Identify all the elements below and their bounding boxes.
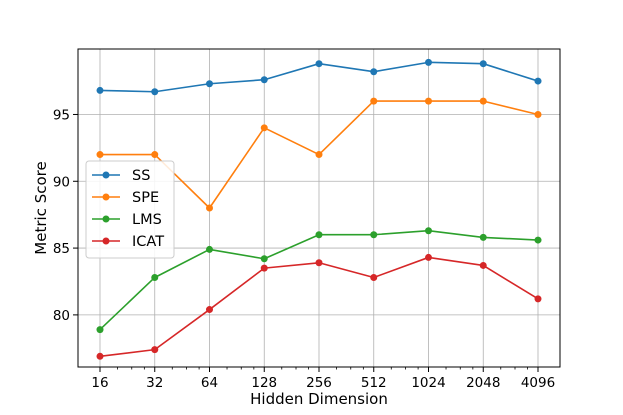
legend-item-spe: SPE xyxy=(92,190,159,206)
data-point-ss xyxy=(151,88,159,96)
data-point-spe xyxy=(479,97,487,105)
legend-label-spe: SPE xyxy=(132,190,159,206)
data-point-spe xyxy=(315,151,323,159)
data-point-icat xyxy=(479,261,487,269)
data-point-icat xyxy=(206,306,213,314)
y-tick-label: 85 xyxy=(53,241,70,257)
data-point-icat xyxy=(534,295,542,303)
data-point-lms xyxy=(315,231,323,239)
x-tick-label: 128 xyxy=(251,375,277,391)
data-point-spe xyxy=(370,97,378,105)
data-point-spe xyxy=(151,151,159,159)
data-point-ss xyxy=(479,60,487,68)
legend-box xyxy=(85,160,175,259)
data-point-ss xyxy=(96,86,104,94)
x-tick-label: 16 xyxy=(91,375,108,391)
data-point-lms xyxy=(206,245,213,253)
data-point-lms xyxy=(370,231,378,239)
x-tick-label: 64 xyxy=(201,375,218,391)
data-point-ss xyxy=(260,76,268,84)
series-layer xyxy=(96,58,542,360)
x-tick-label: 1024 xyxy=(411,375,445,391)
data-point-lms xyxy=(96,326,104,334)
y-tick-label: 95 xyxy=(53,107,70,123)
x-tick-label: 2048 xyxy=(466,375,500,391)
data-point-icat xyxy=(370,273,378,281)
data-point-ss xyxy=(534,77,542,85)
data-point-lms xyxy=(151,273,159,281)
ticks: 16 32 64 128 256 512 1024 2048 4096 80 85 90 95 xyxy=(53,107,555,391)
legend-item-icat: ICAT xyxy=(92,234,164,250)
legend-marker-icat xyxy=(102,237,110,245)
x-tick-label: 512 xyxy=(361,375,387,391)
x-tick-label: 32 xyxy=(146,375,163,391)
legend-label-ss: SS xyxy=(132,168,150,184)
data-point-lms xyxy=(534,236,542,244)
y-tick-label: 80 xyxy=(53,308,70,324)
data-point-icat xyxy=(425,253,432,261)
data-point-ss xyxy=(425,58,432,66)
legend-item-lms: LMS xyxy=(92,212,162,228)
data-point-lms xyxy=(479,233,487,241)
data-point-icat xyxy=(151,346,159,354)
x-tick-label: 256 xyxy=(306,375,332,391)
data-point-icat xyxy=(315,259,323,267)
data-point-spe xyxy=(425,97,432,105)
legend: SS SPE LMS ICAT xyxy=(85,160,175,259)
data-point-ss xyxy=(315,60,323,68)
data-point-icat xyxy=(260,264,268,272)
y-axis-label: Metric Score xyxy=(32,161,50,254)
x-tick-label: 4096 xyxy=(521,375,555,391)
data-point-lms xyxy=(425,227,432,235)
data-point-lms xyxy=(260,255,268,263)
data-point-spe xyxy=(206,204,213,212)
legend-marker-spe xyxy=(102,193,110,201)
data-point-spe xyxy=(260,124,268,132)
legend-marker-ss xyxy=(102,171,110,179)
data-point-spe xyxy=(534,110,542,118)
legend-label-icat: ICAT xyxy=(132,234,164,250)
legend-label-lms: LMS xyxy=(132,212,162,228)
data-point-ss xyxy=(370,68,378,76)
x-axis-label: Hidden Dimension xyxy=(250,390,388,408)
data-point-icat xyxy=(96,352,104,360)
legend-item-ss: SS xyxy=(92,168,150,184)
data-point-ss xyxy=(206,80,213,88)
legend-marker-lms xyxy=(102,215,110,223)
y-tick-label: 90 xyxy=(53,174,70,190)
data-point-spe xyxy=(96,151,104,159)
